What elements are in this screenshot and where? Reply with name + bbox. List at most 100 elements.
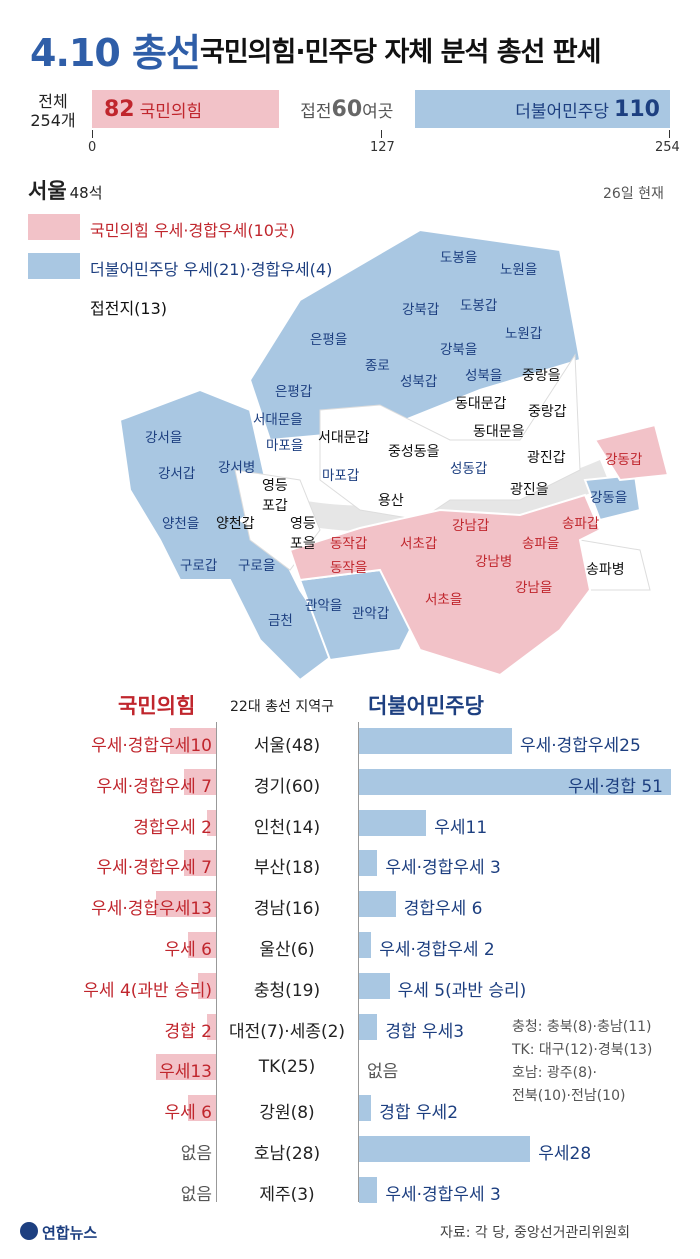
seat-bar-tossup: 접전 60 여곳 — [278, 90, 416, 128]
map-label-gwangjin-gap: 광진갑 — [527, 450, 566, 466]
dem-bar — [359, 1013, 378, 1040]
seoul-title-name: 서울 — [28, 179, 67, 203]
map-label-geumcheon: 금천 — [268, 613, 293, 629]
map-label-gangnam-eul: 강남을 — [515, 580, 552, 596]
ppp-row-label: 우세 6 — [164, 1103, 213, 1124]
ppp-bar — [183, 850, 216, 877]
dem-row-label: 우세28 — [538, 1144, 592, 1164]
dem-bar — [359, 891, 396, 918]
tick-label-254: 254 — [655, 140, 680, 155]
table-header-dem: 더불어민주당 — [368, 694, 484, 718]
seoul-seat-count: 48석 — [69, 184, 103, 202]
yonhap-logo-icon — [20, 1222, 38, 1240]
dem-bar — [359, 809, 427, 836]
dem-row-label: 우세·경합우세25 — [519, 736, 641, 756]
headline-sub: 국민의힘·민주당 자체 분석 총선 판세 — [200, 37, 601, 68]
ppp-row-label: 경합우세 2 — [133, 817, 212, 838]
ppp-row-label: 우세·경합우세13 — [91, 899, 212, 920]
dem-row-label: 우세 5(과반 승리) — [397, 980, 527, 1001]
dem-bar — [359, 728, 512, 754]
map-label-gangseo-byeong: 강서병 — [218, 460, 255, 476]
map-label-seodaemun-eul: 서대문을 — [253, 412, 303, 428]
map-label-dongdaemun-gap: 동대문갑 — [455, 396, 507, 412]
ppp-bar — [197, 972, 216, 999]
region-name: 경남(16) — [253, 899, 321, 920]
ppp-bar — [188, 932, 216, 958]
region-name: 제주(3) — [259, 1184, 315, 1205]
legend-label-dem: 더불어민주당 우세(21)·경합우세(4) — [90, 260, 333, 279]
yonhap-logo-text: 연합뉴스 — [42, 1224, 98, 1242]
dem-seat-count: 110 — [614, 96, 660, 122]
map-label-gangdong-eul: 강동을 — [590, 490, 627, 506]
region-name: 경기(60) — [253, 776, 321, 797]
map-label-eunpyeong-eul: 은평을 — [310, 332, 347, 348]
region-name: 호남(28) — [253, 1144, 321, 1164]
map-label-gwanak-gap: 관악갑 — [352, 606, 389, 622]
map-region-center-toss — [319, 353, 581, 521]
region-name: TK(25) — [258, 1057, 316, 1078]
map-label-yeongdeungpo-gap-2: 포갑 — [262, 498, 288, 514]
map-label-gwangjin-eul: 광진을 — [510, 482, 549, 498]
map-label-seocho-eul: 서초을 — [425, 592, 462, 608]
table-header-ppp: 국민의힘 — [118, 694, 196, 718]
ppp-seat-count: 82 — [104, 96, 135, 122]
tick-label-127: 127 — [370, 140, 395, 155]
map-label-dongjak-eul: 동작을 — [330, 560, 367, 576]
map-label-yangcheon-eul: 양천을 — [162, 516, 199, 532]
region-name: 서울(48) — [253, 736, 321, 756]
map-label-dongdaemun-eul: 동대문을 — [473, 424, 525, 440]
region-notes: 충청: 충북(8)·충남(11) TK: 대구(12)·경북(13) 호남: 광… — [512, 1016, 652, 1108]
ppp-row-label: 우세·경합우세10 — [91, 736, 212, 756]
map-label-dongjak-gap: 동작갑 — [330, 536, 367, 552]
dem-row-label: 없음 — [367, 1062, 399, 1083]
map-label-gwanak-eul: 관악을 — [305, 598, 342, 614]
total-label: 전체 254개 — [20, 92, 86, 130]
map-label-gangbuk-gap: 강북갑 — [402, 302, 439, 318]
ppp-row-label: 없음 — [180, 1184, 212, 1205]
map-label-guro-eul: 구로을 — [238, 558, 275, 574]
total-label-line2: 254개 — [30, 111, 76, 130]
dem-bar — [359, 1136, 531, 1162]
map-label-gangseo-gap: 강서갑 — [158, 466, 195, 482]
map-label-songpa-eul: 송파을 — [522, 536, 559, 552]
ppp-row-label: 우세13 — [159, 1062, 212, 1083]
map-label-gangnam-byeong: 강남병 — [475, 554, 512, 570]
dem-bar — [359, 972, 390, 999]
map-label-yangcheon-gap: 양천갑 — [216, 516, 255, 532]
region-note-honam-1: 호남: 광주(8)· — [512, 1065, 597, 1081]
legend-label-ppp: 국민의힘 우세·경합우세(10곳) — [90, 221, 295, 240]
ppp-row-label: 우세·경합우세 7 — [96, 776, 212, 797]
dem-row-label: 우세·경합우세 3 — [385, 1184, 501, 1205]
tossup-suffix: 여곳 — [362, 101, 394, 122]
map-label-songpa-byeong: 송파병 — [586, 562, 625, 578]
region-name: 대전(7)·세종(2) — [228, 1021, 346, 1042]
map-label-seocho-gap: 서초갑 — [400, 536, 437, 552]
dem-row-label: 경합 우세2 — [379, 1103, 459, 1124]
map-label-seongbuk-eul: 성북을 — [465, 368, 502, 384]
map-label-nowon-gap: 노원갑 — [505, 326, 542, 342]
tick-line-127 — [381, 130, 382, 138]
map-label-mapo-gap: 마포갑 — [322, 468, 359, 484]
map-label-songpa-gap: 송파갑 — [562, 516, 599, 532]
axis-line-left — [216, 722, 217, 1202]
ppp-row-label: 경합 2 — [164, 1021, 213, 1042]
seat-bar-ppp: 82 국민의힘 — [92, 90, 279, 128]
map-region-gangdonggap-ppp — [593, 423, 670, 482]
map-label-yongsan: 용산 — [378, 493, 404, 509]
region-name: 충청(19) — [253, 980, 321, 1001]
map-label-jongno: 종로 — [365, 358, 390, 374]
seoul-map: 도봉을 노원을 강북갑 도봉갑 노원갑 은평을 강북을 종로 성북갑 성북을 은… — [118, 228, 670, 680]
region-note-honam-2: 전북(10)·전남(10) — [512, 1088, 626, 1104]
axis-line-right — [358, 722, 359, 1202]
dem-row-label: 경합 우세3 — [385, 1021, 465, 1042]
legend-swatch-toss — [28, 292, 80, 318]
dem-bar — [359, 1095, 372, 1122]
dem-row-label: 우세·경합 51 — [568, 776, 663, 797]
legend-swatch-ppp — [28, 214, 80, 240]
region-name: 인천(14) — [253, 817, 321, 838]
map-region-south-ppp — [288, 493, 602, 677]
tossup-count: 60 — [331, 96, 363, 122]
map-label-eunpyeong-gap: 은평갑 — [275, 384, 312, 400]
ppp-row-label: 우세 4(과반 승리) — [83, 980, 212, 1001]
tick-line-0 — [92, 130, 93, 138]
